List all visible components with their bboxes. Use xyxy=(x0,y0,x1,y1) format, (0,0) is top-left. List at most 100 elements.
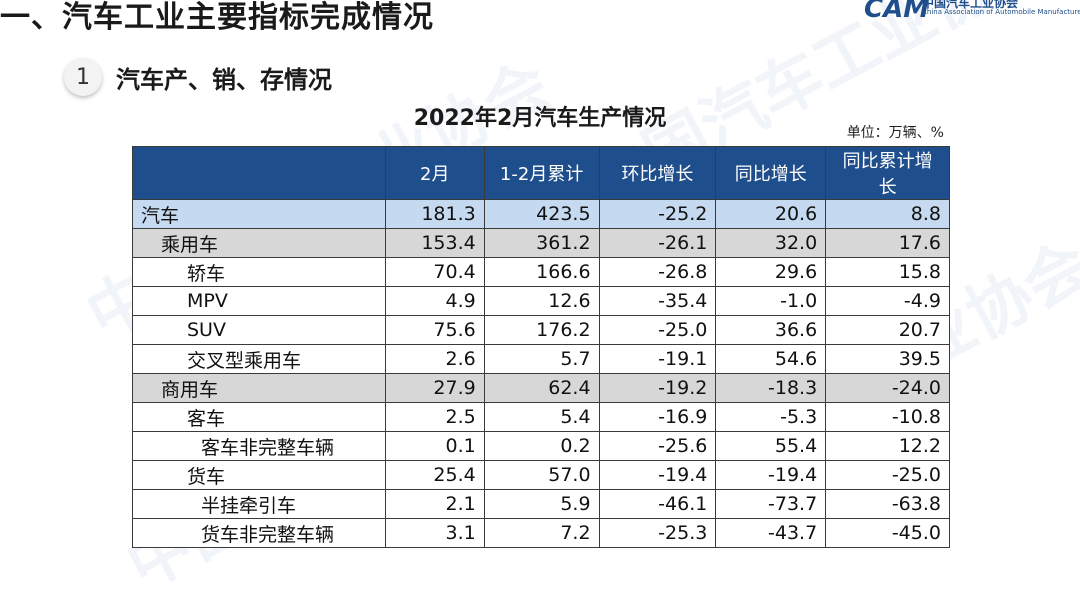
table-cell: -43.7 xyxy=(715,518,827,548)
column-header: 同比增长 xyxy=(715,146,827,200)
column-header xyxy=(132,146,386,200)
table-cell: -25.0 xyxy=(598,315,717,345)
table-row: 汽车 181.3 423.5 -25.2 20.6 8.8 xyxy=(132,199,950,229)
table-cell: 166.6 xyxy=(483,257,600,287)
column-header: 2月 xyxy=(384,146,485,200)
table-cell: 176.2 xyxy=(483,315,600,345)
table-cell: 5.4 xyxy=(483,402,600,432)
table-cell: 29.6 xyxy=(715,257,827,287)
table-cell: 57.0 xyxy=(483,460,600,490)
table-cell: 32.0 xyxy=(715,228,827,258)
row-label: 货车 xyxy=(132,460,386,490)
table-header-row: 2月 1-2月累计 环比增长 同比增长 同比累计增长 xyxy=(132,146,950,200)
table-cell: 36.6 xyxy=(715,315,827,345)
column-header: 同比累计增长 xyxy=(825,146,950,200)
table-cell: 12.6 xyxy=(483,286,600,316)
table-cell: -19.1 xyxy=(598,344,717,374)
logo: CAM 中国汽车工业协会 China Association of Automo… xyxy=(864,0,1080,24)
column-header: 环比增长 xyxy=(598,146,717,200)
row-label: 半挂牵引车 xyxy=(132,489,386,519)
table-cell: 70.4 xyxy=(384,257,485,287)
table-row: MPV 4.9 12.6 -35.4 -1.0 -4.9 xyxy=(132,286,950,316)
row-label: 商用车 xyxy=(132,373,386,403)
table-row: 客车 2.5 5.4 -16.9 -5.3 -10.8 xyxy=(132,402,950,432)
table-cell: 62.4 xyxy=(483,373,600,403)
table-cell: 181.3 xyxy=(384,199,485,229)
unit-label: 单位：万辆、% xyxy=(846,125,944,141)
table-cell: 2.1 xyxy=(384,489,485,519)
table-cell: 7.2 xyxy=(483,518,600,548)
table-cell: 5.7 xyxy=(483,344,600,374)
logo-name-en: China Association of Automobile Manufact… xyxy=(922,8,1080,16)
row-label: SUV xyxy=(132,315,386,345)
row-label: 客车 xyxy=(132,402,386,432)
logo-mark: CAM xyxy=(864,0,930,24)
table-row: 交叉型乘用车 2.6 5.7 -19.1 54.6 39.5 xyxy=(132,344,950,374)
column-header: 1-2月累计 xyxy=(483,146,600,200)
table-cell: 75.6 xyxy=(384,315,485,345)
table-cell: 20.7 xyxy=(825,315,950,345)
subsection-title: 汽车产、销、存情况 xyxy=(116,66,332,94)
table-cell: 8.8 xyxy=(825,199,950,229)
row-label: 交叉型乘用车 xyxy=(132,344,386,374)
table-row: SUV 75.6 176.2 -25.0 36.6 20.7 xyxy=(132,315,950,345)
table-cell: 54.6 xyxy=(715,344,827,374)
table-cell: 4.9 xyxy=(384,286,485,316)
table-cell: -19.4 xyxy=(598,460,717,490)
row-label: 乘用车 xyxy=(132,228,386,258)
table-cell: -18.3 xyxy=(715,373,827,403)
table-cell: 3.1 xyxy=(384,518,485,548)
table-row: 商用车 27.9 62.4 -19.2 -18.3 -24.0 xyxy=(132,373,950,403)
table-row: 轿车 70.4 166.6 -26.8 29.6 15.8 xyxy=(132,257,950,287)
table-cell: 39.5 xyxy=(825,344,950,374)
row-label: 货车非完整车辆 xyxy=(132,518,386,548)
table-cell: -63.8 xyxy=(825,489,950,519)
table-cell: -26.1 xyxy=(598,228,717,258)
table-cell: -5.3 xyxy=(715,402,827,432)
table-row: 乘用车 153.4 361.2 -26.1 32.0 17.6 xyxy=(132,228,950,258)
row-label: 轿车 xyxy=(132,257,386,287)
table-row: 货车非完整车辆 3.1 7.2 -25.3 -43.7 -45.0 xyxy=(132,518,950,548)
table-cell: 423.5 xyxy=(483,199,600,229)
table-cell: 5.9 xyxy=(483,489,600,519)
table-cell: -35.4 xyxy=(598,286,717,316)
table-cell: 20.6 xyxy=(715,199,827,229)
table-cell: 27.9 xyxy=(384,373,485,403)
table-cell: 15.8 xyxy=(825,257,950,287)
section-title: 一、汽车工业主要指标完成情况 xyxy=(0,0,434,35)
subsection-number: 1 xyxy=(64,58,102,96)
table-cell: -46.1 xyxy=(598,489,717,519)
table-cell: 55.4 xyxy=(715,431,827,461)
table-cell: -4.9 xyxy=(825,286,950,316)
table-cell: 361.2 xyxy=(483,228,600,258)
table-cell: 2.6 xyxy=(384,344,485,374)
logo-name-cn: 中国汽车工业协会 xyxy=(922,0,1019,10)
table-cell: -1.0 xyxy=(715,286,827,316)
row-label: 客车非完整车辆 xyxy=(132,431,386,461)
production-table: 2月 1-2月累计 环比增长 同比增长 同比累计增长 汽车 181.3 423.5-… xyxy=(132,146,950,548)
table-cell: -19.4 xyxy=(715,460,827,490)
table-cell: -26.8 xyxy=(598,257,717,287)
table-cell: 25.4 xyxy=(384,460,485,490)
table-cell: -24.0 xyxy=(825,373,950,403)
table-cell: -10.8 xyxy=(825,402,950,432)
table-cell: -25.6 xyxy=(598,431,717,461)
table-cell: -19.2 xyxy=(598,373,717,403)
row-label: 汽车 xyxy=(132,199,386,229)
table-cell: -73.7 xyxy=(715,489,827,519)
table-cell: 0.1 xyxy=(384,431,485,461)
table-cell: -45.0 xyxy=(825,518,950,548)
table-title: 2022年2月汽车生产情况 xyxy=(413,106,667,131)
table-row: 半挂牵引车 2.1 5.9 -46.1 -73.7 -63.8 xyxy=(132,489,950,519)
table-row: 客车非完整车辆 0.1 0.2 -25.6 55.4 12.2 xyxy=(132,431,950,461)
table-cell: 153.4 xyxy=(384,228,485,258)
row-label: MPV xyxy=(132,286,386,316)
table-cell: 2.5 xyxy=(384,402,485,432)
table-cell: -25.2 xyxy=(598,199,717,229)
table-cell: -25.3 xyxy=(598,518,717,548)
table-cell: 12.2 xyxy=(825,431,950,461)
table-cell: 17.6 xyxy=(825,228,950,258)
table-cell: -16.9 xyxy=(598,402,717,432)
table-row: 货车 25.4 57.0 -19.4 -19.4 -25.0 xyxy=(132,460,950,490)
table-cell: -25.0 xyxy=(825,460,950,490)
